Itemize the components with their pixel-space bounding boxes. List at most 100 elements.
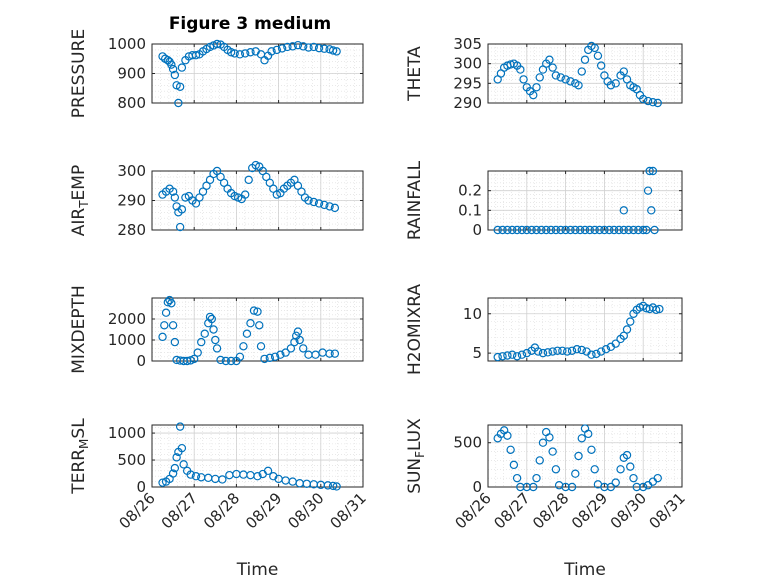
panel-8-data-point bbox=[506, 445, 515, 454]
panel-3-data-point bbox=[330, 203, 340, 213]
panel-8-data-point bbox=[503, 431, 512, 440]
panel-4-data-point bbox=[600, 225, 609, 235]
panel-8-y-tick-label: 0 bbox=[472, 478, 482, 496]
panel-7-y-tick-label: 1000 bbox=[108, 424, 146, 442]
panel-8-data-point bbox=[632, 482, 641, 492]
panel-1-data-point bbox=[226, 48, 236, 57]
panel-5-data-point bbox=[161, 308, 171, 317]
panel-5-data-point bbox=[242, 329, 252, 338]
panel-5-data-point bbox=[226, 356, 236, 366]
panel-5-data-point bbox=[167, 299, 176, 308]
panel-4-data-point bbox=[498, 225, 507, 235]
panel-7-data-point bbox=[218, 475, 227, 484]
panel-8-data-point bbox=[626, 462, 635, 471]
panel-6-data-point bbox=[651, 305, 661, 315]
panel-5-data-point bbox=[158, 332, 167, 342]
panel-2-data-point bbox=[648, 98, 658, 107]
panel-7-axes-box bbox=[151, 424, 364, 488]
panel-4-data-point bbox=[561, 225, 570, 235]
panel-7-data-point bbox=[170, 463, 180, 473]
panel-2-data-point bbox=[639, 94, 648, 104]
panel-4-data-point bbox=[595, 225, 604, 235]
panel-3-data-point bbox=[219, 178, 229, 187]
panel-4-data-point bbox=[634, 225, 643, 235]
panel-3-data-point bbox=[314, 199, 324, 208]
panel-6-data-point bbox=[611, 339, 620, 348]
panel-2-data-point bbox=[535, 73, 544, 82]
panel-4-data-point bbox=[614, 225, 624, 235]
panel-3-data-point bbox=[258, 166, 267, 176]
panel-4-data-point bbox=[647, 206, 656, 215]
panel-8-data-point bbox=[571, 469, 580, 478]
panel-3-data-point bbox=[240, 190, 250, 199]
panel-8-data-point bbox=[577, 434, 586, 443]
panel-6-data-point bbox=[619, 331, 629, 340]
panel-2-data-point bbox=[593, 51, 603, 61]
panel-4-y-tick-label: 0 bbox=[472, 221, 482, 239]
panel-4-data-point bbox=[648, 166, 658, 176]
panel-6-y-tick-label: 10 bbox=[463, 305, 482, 323]
panel-5-data-point bbox=[163, 298, 173, 307]
panel-1-data-point bbox=[299, 42, 308, 51]
panel-6-y-label: H2OMIXRA bbox=[405, 284, 425, 375]
panel-2-data-point bbox=[519, 75, 528, 84]
panel-8-x-label: Time bbox=[563, 560, 606, 580]
panel-2-data-point bbox=[561, 75, 570, 84]
panel-2-data-point bbox=[596, 61, 606, 70]
panel-4-data-point bbox=[619, 225, 629, 235]
panel-3-data-point bbox=[297, 187, 306, 196]
panel-5-y-tick-label: 1000 bbox=[108, 331, 146, 349]
panel-4-y-label: RAINFALL bbox=[405, 160, 425, 240]
panel-5-data-point bbox=[239, 342, 248, 351]
panel-6-data-point bbox=[538, 348, 548, 358]
panel-1-data-point bbox=[267, 47, 276, 56]
panel-1-y-tick-label: 900 bbox=[117, 65, 146, 83]
panel-3-data-point bbox=[216, 172, 225, 182]
panel-6-y-tick-label: 5 bbox=[472, 344, 482, 362]
panel-2-data-point bbox=[532, 83, 541, 92]
panel-5-data-point bbox=[249, 306, 259, 315]
panel-1-data-point bbox=[328, 46, 338, 55]
panel-8-data-point bbox=[622, 450, 632, 460]
panel-8-data-point bbox=[509, 460, 519, 470]
panel-8-data-point bbox=[653, 473, 662, 483]
panel-2-data-point bbox=[611, 79, 620, 88]
panel-8-data-point bbox=[512, 473, 522, 483]
panel-2-y-tick-label: 300 bbox=[453, 55, 482, 73]
panel-5-data-point bbox=[211, 335, 220, 345]
panel-6-data-point bbox=[567, 346, 577, 355]
panel-8-data-point bbox=[616, 465, 625, 474]
panel-7-data-point bbox=[175, 422, 185, 431]
panel-8-data-point bbox=[529, 482, 538, 492]
panel-2-y-tick-label: 305 bbox=[453, 35, 482, 53]
panel-4-data-point bbox=[517, 225, 527, 235]
panel-5-data-point bbox=[325, 349, 334, 358]
panel-5-data-point bbox=[276, 350, 285, 359]
panel-2-data-point bbox=[590, 43, 599, 53]
panel-5-data-point bbox=[293, 327, 303, 336]
panel-6-data-point bbox=[587, 350, 596, 359]
panel-5-data-point bbox=[216, 355, 225, 365]
panel-4-data-point bbox=[537, 225, 546, 235]
panel-1-data-point bbox=[168, 64, 178, 74]
panel-5-data-point bbox=[255, 321, 264, 330]
panel-6-axes-box bbox=[487, 297, 683, 362]
panel-1-data-point bbox=[235, 50, 245, 59]
panel-3-y-tick-label: 290 bbox=[117, 192, 146, 210]
panel-1-data-point bbox=[246, 48, 255, 57]
panel-7-data-point bbox=[158, 478, 167, 487]
panel-8-data-point bbox=[545, 433, 554, 442]
panel-8-data-point bbox=[587, 445, 596, 454]
panel-4-y-tick-label: 0.1 bbox=[458, 201, 482, 219]
panel-5-data-point bbox=[207, 314, 216, 324]
panel-5-data-point bbox=[189, 354, 199, 364]
panel-6-data-point bbox=[558, 346, 567, 355]
panel-5-data-point bbox=[168, 321, 178, 330]
panel-8-data-point bbox=[611, 478, 620, 487]
panel-4-data-point bbox=[575, 225, 585, 235]
panel-5-data-point bbox=[253, 307, 262, 316]
panel-5-data-point bbox=[235, 352, 245, 361]
panel-3-data-point bbox=[191, 199, 201, 208]
panel-7-data-point bbox=[253, 472, 262, 481]
